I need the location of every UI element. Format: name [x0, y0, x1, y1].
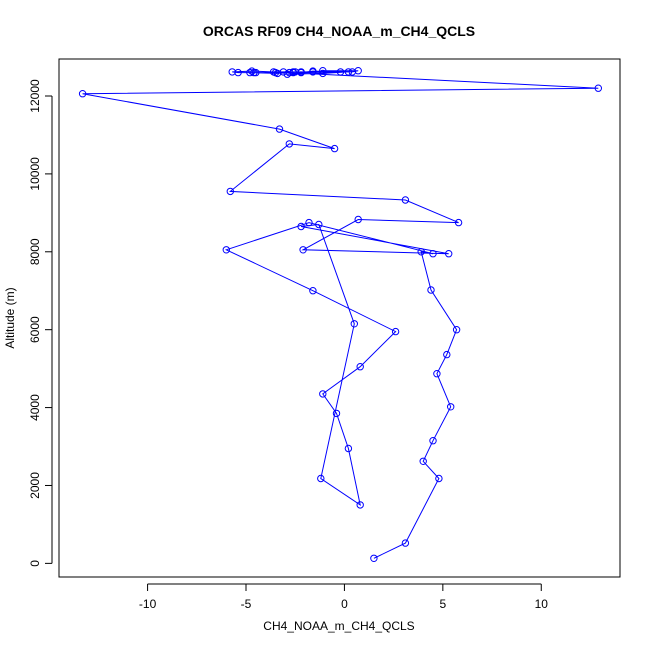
data-point	[391, 327, 400, 336]
data-point	[433, 370, 441, 378]
y-tick-label: 8000	[28, 238, 42, 265]
data-point	[370, 554, 378, 562]
data-point	[336, 68, 345, 76]
data-point	[309, 67, 317, 75]
data-point	[226, 187, 235, 196]
data-point	[248, 67, 256, 75]
y-tick-label: 4000	[28, 394, 42, 421]
x-axis: -10 -5 0 5 10	[139, 583, 549, 611]
y-axis: 0 2000 4000 6000 8000 10000 12000	[28, 79, 53, 567]
series-layer	[78, 67, 602, 562]
data-point	[356, 363, 364, 371]
y-tick-label: 6000	[28, 316, 42, 343]
x-tick-label: 10	[535, 597, 549, 611]
data-point	[319, 67, 327, 75]
data-point	[273, 69, 282, 78]
data-point	[317, 474, 325, 483]
data-point	[315, 220, 323, 229]
data-point	[447, 403, 455, 411]
data-point	[246, 68, 254, 77]
data-point	[299, 246, 307, 254]
data-point	[354, 215, 362, 224]
data-point	[417, 248, 425, 256]
x-tick-label: -10	[139, 597, 157, 611]
data-point	[289, 68, 297, 77]
data-point	[297, 222, 305, 231]
x-tick-label: 5	[439, 597, 446, 611]
data-point	[401, 539, 410, 547]
x-tick-label: -5	[241, 597, 252, 611]
chart-title: ORCAS RF09 CH4_NOAA_m_CH4_QCLS	[203, 23, 475, 39]
data-point	[350, 320, 358, 328]
data-point	[344, 68, 353, 76]
x-tick-label: 0	[341, 597, 348, 611]
data-point	[222, 246, 231, 254]
data-point	[356, 501, 364, 509]
data-point	[348, 68, 356, 76]
data-point	[332, 409, 341, 418]
data-point	[452, 326, 461, 334]
data-point	[454, 218, 463, 227]
data-point	[435, 474, 443, 483]
data-point	[330, 144, 339, 153]
data-point	[285, 68, 293, 77]
y-tick-label: 2000	[28, 472, 42, 499]
data-point	[250, 68, 258, 77]
data-point	[419, 457, 427, 465]
data-point	[319, 69, 327, 78]
data-point	[429, 437, 437, 445]
plot-frame	[58, 58, 621, 578]
data-point	[78, 90, 87, 98]
data-point	[443, 350, 451, 359]
data-point	[297, 68, 305, 76]
y-tick-label: 0	[28, 560, 42, 567]
series-line	[82, 70, 599, 559]
data-point	[427, 286, 435, 294]
y-tick-label: 12000	[28, 79, 42, 113]
y-axis-label: Altitude (m)	[3, 287, 17, 348]
data-point	[319, 390, 327, 398]
data-point	[228, 68, 236, 76]
data-point	[285, 140, 293, 148]
data-point	[305, 218, 313, 227]
x-axis-label: CH4_NOAA_m_CH4_QCLS	[263, 619, 414, 633]
data-point	[344, 444, 353, 453]
data-point	[429, 250, 437, 258]
y-tick-label: 10000	[28, 157, 42, 191]
data-point	[401, 196, 410, 204]
data-point	[594, 84, 602, 92]
data-point	[445, 250, 453, 258]
data-point	[309, 287, 317, 295]
data-point	[275, 125, 284, 133]
